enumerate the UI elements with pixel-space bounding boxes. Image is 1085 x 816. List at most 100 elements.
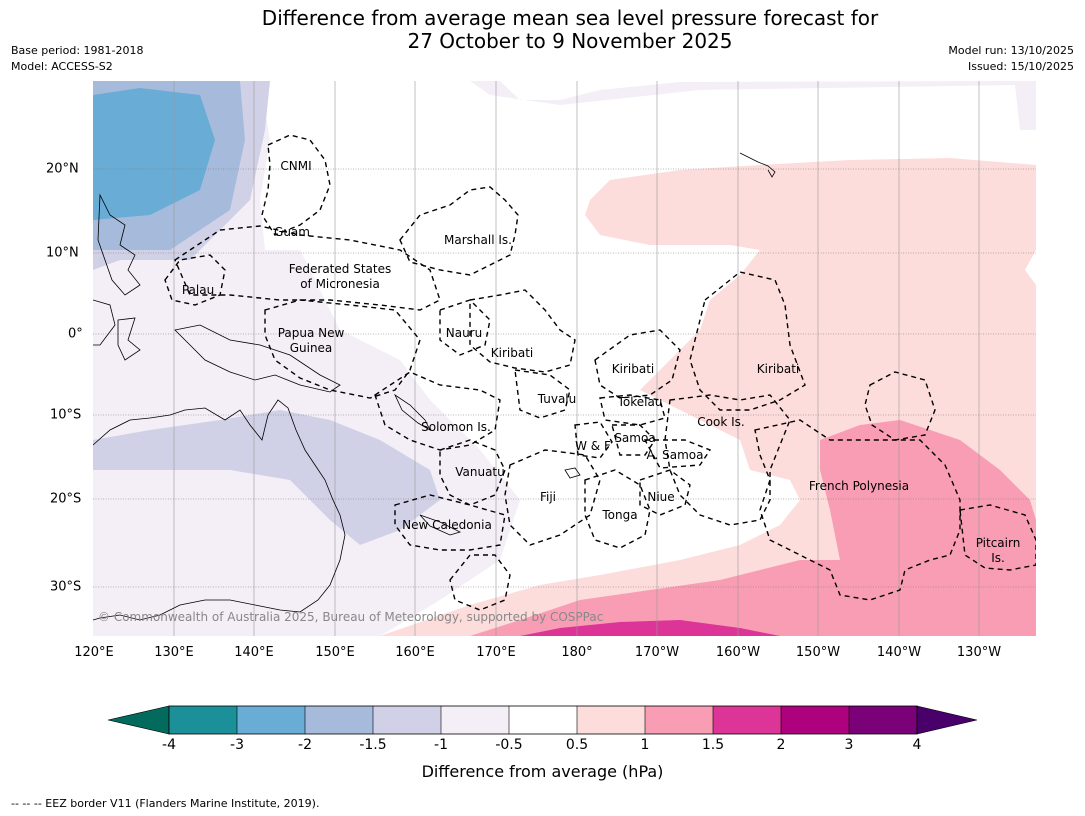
colorbar-swatch	[169, 706, 237, 734]
region-m15-m1-south	[93, 410, 440, 545]
lon-label: 150°W	[795, 645, 841, 660]
label-pitcairn-1: Pitcairn	[976, 536, 1021, 550]
eez-niue	[639, 469, 691, 516]
philippines-coast	[97, 193, 141, 296]
eez-tuvalu	[514, 369, 571, 419]
lon-label: 130°E	[154, 645, 194, 660]
eez-kiribati-gilbert	[469, 289, 576, 373]
title-line-2: 27 October to 9 November 2025	[407, 29, 733, 53]
lon-label: 130°W	[956, 645, 1002, 660]
label-cook: Cook Is.	[697, 415, 744, 429]
label-tuvalu: Tuvalu	[537, 392, 577, 406]
lon-label: 180°	[561, 645, 593, 660]
colorbar-extend-high	[916, 705, 978, 735]
colorbar-swatch	[509, 706, 577, 734]
colorbar	[107, 705, 978, 735]
model-run: Model run: 13/10/2025	[948, 44, 1074, 57]
label-kiribati-east: Kiribati	[757, 362, 799, 376]
coastlines	[93, 152, 776, 621]
lon-label: 160°E	[395, 645, 435, 660]
label-solomon: Solomon Is.	[421, 420, 491, 434]
meta-left: Base period: 1981-2018 Model: ACCESS-S2	[11, 43, 143, 75]
label-french-polynesia: French Polynesia	[809, 479, 909, 493]
eez-footnote: -- -- -- EEZ border V11 (Flanders Marine…	[11, 797, 320, 810]
label-samoa: Samoa	[614, 431, 655, 445]
colorbar-swatch	[237, 706, 305, 734]
australia-coast	[93, 399, 346, 621]
colorbar-swatch	[373, 706, 441, 734]
label-fsm-2: of Micronesia	[300, 277, 380, 291]
latitude-gridlines	[93, 168, 1036, 588]
eez-borders	[164, 134, 1036, 611]
sulawesi-coast	[117, 317, 141, 361]
fiji-coast	[564, 467, 581, 479]
lat-label: 0°	[68, 326, 83, 342]
lon-label: 120°E	[74, 645, 114, 660]
label-kiribati-west: Kiribati	[491, 346, 533, 360]
label-niue: Niue	[647, 490, 674, 504]
eez-tokelau	[599, 394, 666, 426]
colorbar-tick: -0.5	[495, 737, 523, 753]
lat-label: 10°N	[46, 245, 79, 261]
colorbar-swatch	[713, 706, 781, 734]
label-palau: Palau	[182, 283, 214, 297]
eez-newcal	[394, 494, 506, 551]
colorbar-swatch	[577, 706, 645, 734]
solomons-coast	[394, 393, 431, 432]
colorbar-tick: -4	[162, 737, 176, 753]
colorbar-tick: -3	[230, 737, 244, 753]
label-american-samoa: A. Samoa	[647, 448, 704, 462]
colorbar-dividers	[236, 706, 850, 734]
region-15-2	[520, 620, 780, 636]
anomaly-field: CNMI Guam Marshall Is. Federated States …	[93, 81, 1036, 636]
eez-samoa	[611, 424, 656, 456]
colorbar-swatch	[781, 706, 849, 734]
lon-label: 150°E	[315, 645, 355, 660]
eez-solomons	[374, 371, 501, 451]
colorbar-tick: 0.5	[565, 737, 589, 753]
eez-american-samoa	[643, 439, 712, 469]
label-fsm-1: Federated States	[289, 262, 391, 276]
lon-label: 160°W	[715, 645, 761, 660]
colorbar-tick: 2	[776, 737, 786, 753]
place-labels: CNMI Guam Marshall Is. Federated States …	[182, 159, 1020, 565]
colorbar-tick: -2	[298, 737, 312, 753]
eez-png	[264, 299, 421, 399]
lon-label: 170°W	[634, 645, 680, 660]
colorbar-label: Difference from average (hPa)	[421, 762, 664, 781]
label-marshall: Marshall Is.	[444, 233, 512, 247]
label-nauru: Nauru	[446, 326, 482, 340]
colorbar-tick: -1.5	[359, 737, 387, 753]
colorbar-swatch	[849, 706, 917, 734]
eez-kiribati-line	[689, 271, 806, 411]
borneo-coast	[93, 299, 116, 346]
colorbar-swatch	[441, 706, 509, 734]
lat-label: 30°S	[50, 579, 82, 595]
longitude-gridlines	[173, 81, 980, 636]
new-caledonia-coast	[419, 514, 462, 536]
eez-fiji	[504, 449, 601, 546]
colorbar-tick: 1	[640, 737, 650, 753]
region-m3-m2	[93, 88, 215, 220]
lon-label: 170°E	[476, 645, 516, 660]
label-png-2: Guinea	[290, 341, 333, 355]
label-fiji: Fiji	[540, 490, 556, 504]
lat-label: 10°S	[50, 407, 82, 423]
label-kiribati-central: Kiribati	[612, 362, 654, 376]
colorbar-tick: 3	[844, 737, 854, 753]
label-guam: Guam	[274, 225, 310, 239]
eez-vanuatu	[439, 439, 506, 506]
eez-cnmi-guam	[261, 134, 331, 236]
label-pitcairn-2: Is.	[991, 551, 1005, 565]
eez-marshall	[399, 186, 519, 276]
label-tokelau: Tokelau	[617, 395, 663, 409]
colorbar-tick: 1.5	[701, 737, 725, 753]
region-1-15	[470, 420, 1036, 636]
label-cnmi: CNMI	[280, 159, 311, 173]
model-name: Model: ACCESS-S2	[11, 60, 113, 73]
colorbar-swatch	[305, 706, 373, 734]
new-guinea-coast	[174, 324, 341, 393]
lon-label: 140°W	[876, 645, 922, 660]
colorbar-extend-low	[107, 705, 170, 735]
